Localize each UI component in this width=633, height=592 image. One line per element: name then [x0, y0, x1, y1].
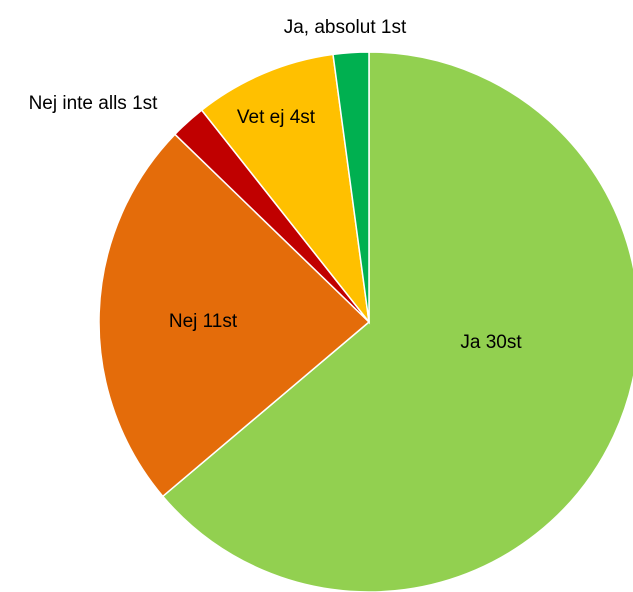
data-label-ja-absolut: Ja, absolut 1st [284, 17, 407, 38]
labels-layer: Ja 30st Nej 11st Nej inte alls 1st Vet ej 4… [29, 17, 523, 353]
data-label-nej-inte-alls: Nej inte alls 1st [29, 93, 159, 114]
pie-slice-ja-absolut [332, 51, 370, 323]
pie-slice-vet-ej [200, 53, 371, 325]
data-label-nej: Nej 11st [169, 311, 238, 332]
data-label-vet-ej: Vet ej 4st [237, 107, 316, 128]
data-label-ja: Ja 30st [460, 332, 522, 353]
pie-slice-ja [161, 51, 633, 592]
slices-layer [98, 51, 633, 592]
pie-slice-nej [98, 133, 371, 498]
